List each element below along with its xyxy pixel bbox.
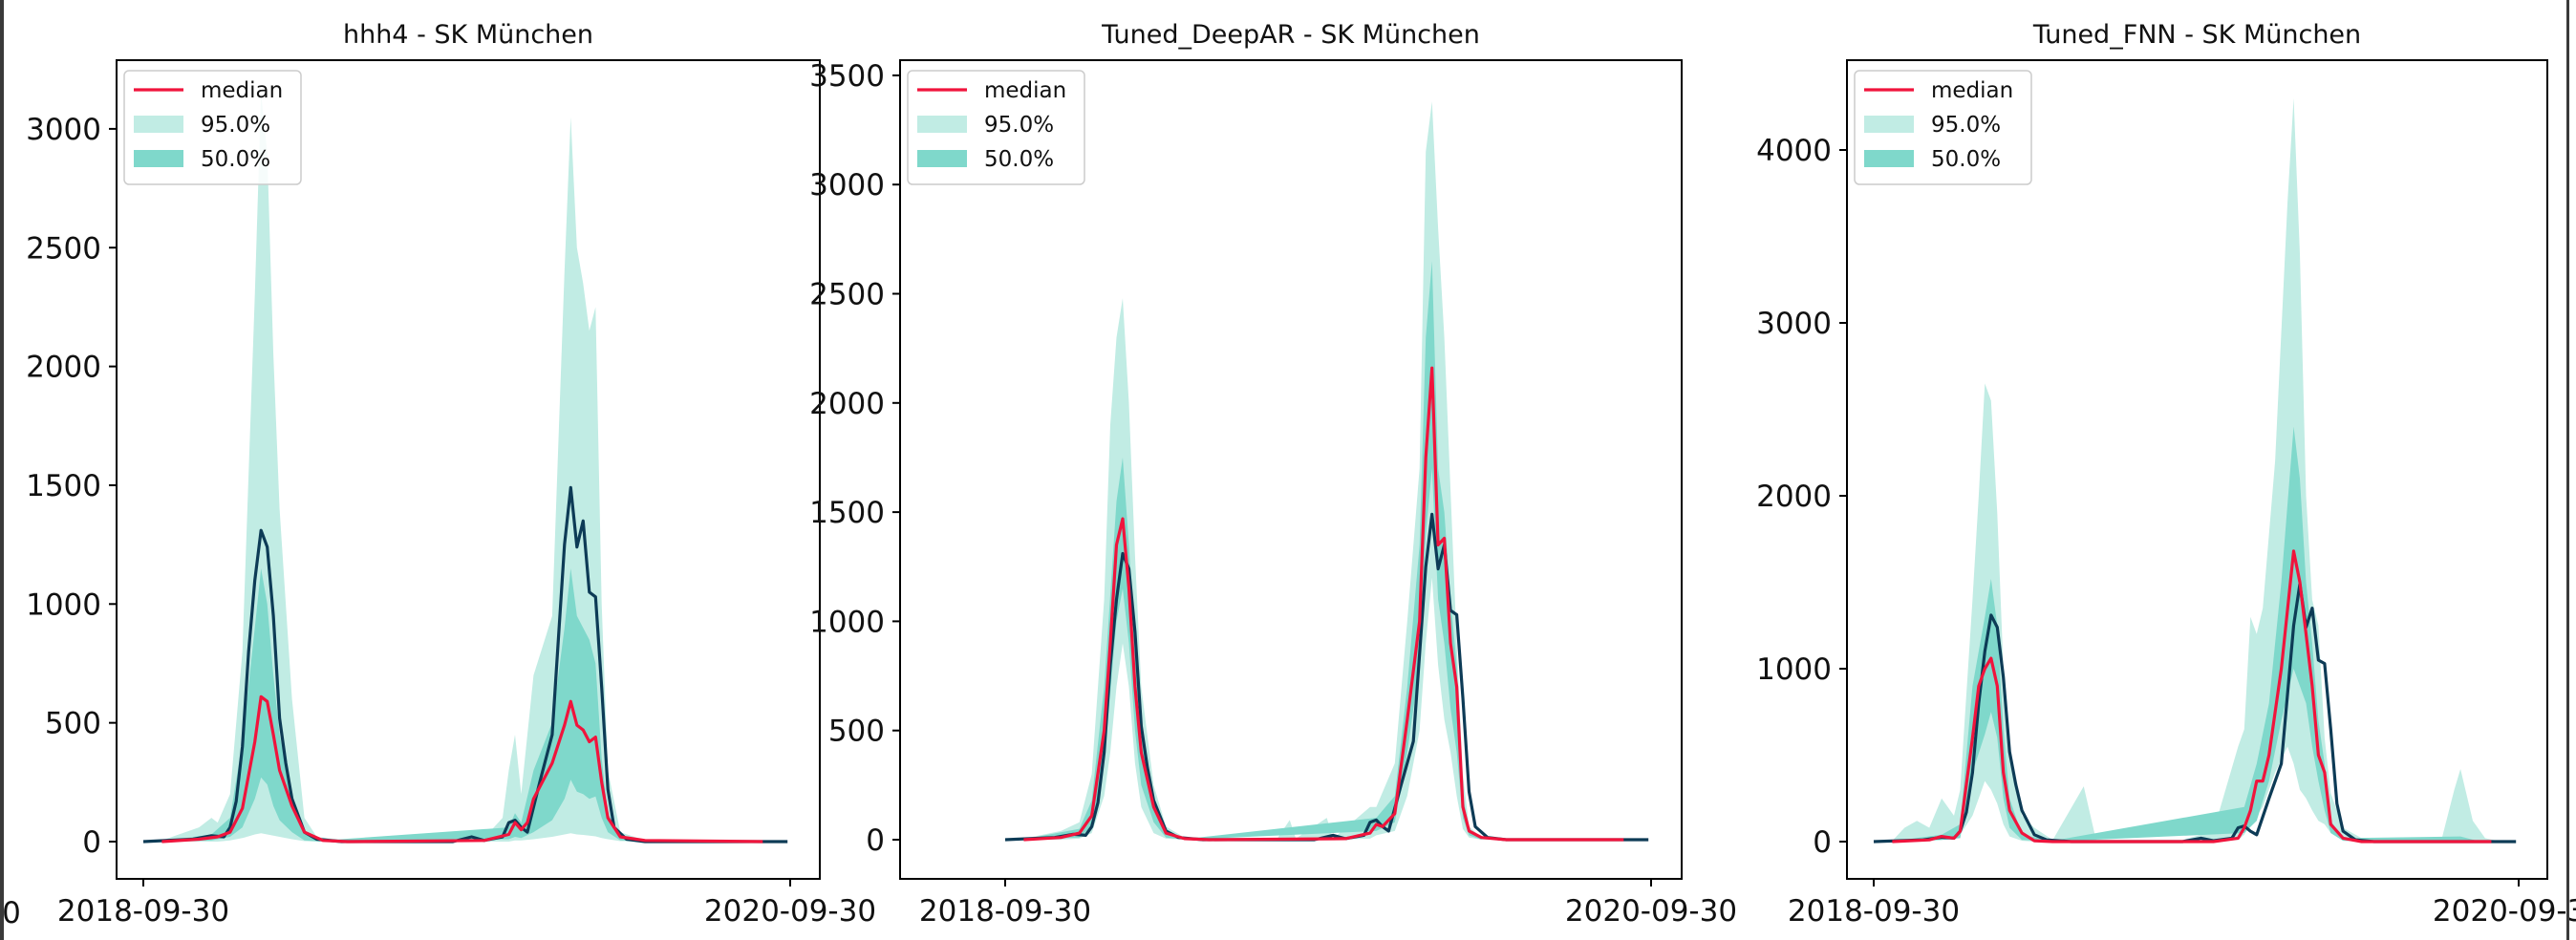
y-tick-label: 3000 bbox=[1756, 307, 1832, 341]
y-tick-label: 3000 bbox=[809, 168, 885, 203]
axes-frame bbox=[116, 59, 821, 880]
legend-median-label: median bbox=[201, 78, 283, 103]
x-tick-label: 2018-09-30 bbox=[57, 894, 229, 929]
legend-95-label: 95.0% bbox=[984, 113, 1054, 138]
plot-area bbox=[1004, 101, 1649, 842]
x-tick-label: 2020-09-30 bbox=[704, 894, 876, 929]
legend-95-label: 95.0% bbox=[201, 113, 270, 138]
legend-median-label: median bbox=[984, 78, 1066, 103]
y-tick-label: 1000 bbox=[26, 588, 101, 622]
y-tick-label: 1500 bbox=[809, 496, 885, 530]
y-tick-label: 0 bbox=[82, 825, 101, 860]
x-tick-label: 2018-09-30 bbox=[1788, 894, 1960, 929]
legend-50-label: 50.0% bbox=[201, 147, 270, 172]
y-tick-label: 0 bbox=[866, 823, 885, 858]
y-tick-label: 2500 bbox=[809, 278, 885, 312]
window-left-border bbox=[0, 0, 4, 940]
subplot-title: Tuned_DeepAR - SK München bbox=[1101, 20, 1480, 50]
legend-50-swatch bbox=[917, 150, 967, 167]
legend-50-swatch bbox=[1864, 150, 1914, 167]
truth-line bbox=[142, 485, 788, 844]
truth-line bbox=[1873, 582, 2517, 844]
y-tick-label: 0 bbox=[1813, 825, 1832, 860]
band-95-percent bbox=[1023, 101, 1507, 841]
y-tick-label: 2500 bbox=[26, 231, 101, 266]
legend-95-swatch bbox=[134, 116, 183, 133]
clipped-tick-label-fragment: 0 bbox=[2, 896, 21, 930]
y-tick-label: 3500 bbox=[809, 59, 885, 94]
legend-95-label: 95.0% bbox=[1931, 113, 2001, 138]
x-tick-label: 2020-09-30 bbox=[2433, 894, 2576, 929]
legend: median 95.0% 50.0% bbox=[1854, 70, 2032, 185]
subplot-title: Tuned_FNN - SK München bbox=[2032, 20, 2361, 50]
subplot-1: hhh4 - SK München 0 500 1000 1500 2000 2500 300… bbox=[26, 20, 876, 929]
median-line bbox=[1892, 549, 2492, 844]
band-50-percent bbox=[161, 568, 646, 842]
y-tick-label: 2000 bbox=[1756, 480, 1832, 514]
x-tick-label: 2020-09-30 bbox=[1565, 894, 1737, 929]
y-tick-label: 500 bbox=[45, 707, 101, 741]
plot-area bbox=[1873, 97, 2517, 844]
y-tick-label: 2000 bbox=[26, 351, 101, 385]
y-tick-label: 4000 bbox=[1756, 134, 1832, 168]
legend-median-label: median bbox=[1931, 78, 2013, 103]
y-tick-label: 1000 bbox=[809, 605, 885, 639]
y-tick-label: 2000 bbox=[809, 387, 885, 421]
y-tick-label: 500 bbox=[828, 715, 885, 749]
y-tick-label: 3000 bbox=[26, 113, 101, 147]
y-tick-label: 1000 bbox=[1756, 652, 1832, 687]
median-line bbox=[1023, 366, 1624, 842]
subplot-2: Tuned_DeepAR - SK München 0 500 1000 1500 200… bbox=[809, 20, 1737, 929]
legend: median 95.0% 50.0% bbox=[907, 70, 1085, 185]
axes-frame bbox=[1846, 59, 2548, 880]
legend-95-swatch bbox=[1864, 116, 1914, 133]
x-tick-label: 2018-09-30 bbox=[919, 894, 1091, 929]
legend-95-swatch bbox=[917, 116, 967, 133]
y-tick-label: 1500 bbox=[26, 469, 101, 503]
legend: median 95.0% 50.0% bbox=[123, 70, 302, 185]
axes-frame bbox=[899, 59, 1683, 880]
legend-50-swatch bbox=[134, 150, 183, 167]
subplot-3: Tuned_FNN - SK München 0 1000 2000 3000 4000 2… bbox=[1756, 20, 2576, 929]
plot-area bbox=[142, 93, 788, 844]
subplot-title: hhh4 - SK München bbox=[343, 20, 593, 50]
median-line bbox=[161, 694, 763, 844]
window-right-border bbox=[2566, 0, 2569, 940]
legend-50-label: 50.0% bbox=[984, 147, 1054, 172]
legend-50-label: 50.0% bbox=[1931, 147, 2001, 172]
